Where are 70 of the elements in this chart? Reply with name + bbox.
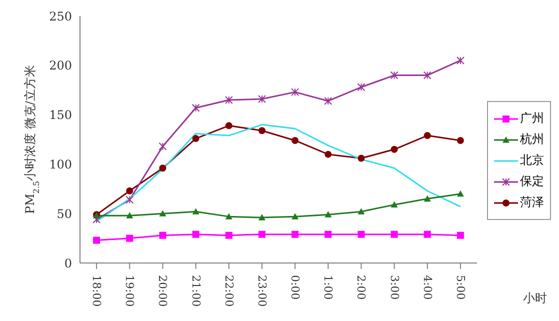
point — [456, 136, 464, 144]
point — [225, 213, 232, 220]
point — [126, 234, 134, 242]
point — [126, 196, 134, 204]
point — [357, 83, 366, 92]
x-tick-label: 1:00 — [322, 275, 335, 300]
point — [292, 136, 299, 144]
x-tick-label: 3:00 — [388, 275, 401, 300]
y-tick-label: 150 — [49, 108, 72, 122]
legend-label: 杭州 — [520, 131, 544, 148]
point — [324, 211, 332, 218]
point — [390, 201, 398, 208]
point — [258, 127, 266, 134]
legend-label: 保定 — [520, 173, 544, 190]
point — [225, 122, 232, 130]
x-tick-label: 0:00 — [288, 275, 302, 300]
point — [324, 96, 332, 105]
point — [292, 230, 299, 238]
y-tick-label: 250 — [49, 9, 72, 24]
point — [424, 230, 431, 238]
x-tick-label: 5:00 — [454, 275, 467, 300]
point — [324, 230, 332, 238]
point — [225, 232, 232, 239]
point — [291, 88, 300, 96]
x-axis-title: 小时 — [523, 290, 547, 307]
point — [158, 142, 167, 150]
x-tick-label: 21:00 — [189, 275, 202, 307]
y-tick-label: 100 — [49, 157, 72, 172]
y-tick-label: 0 — [64, 256, 72, 270]
point — [390, 230, 398, 238]
point — [358, 208, 365, 214]
point — [390, 146, 398, 153]
y-tick-label: 200 — [49, 58, 72, 73]
point — [424, 195, 431, 202]
point — [358, 154, 365, 162]
x-tick-label: 4:00 — [420, 275, 434, 300]
x-tick-label: 18:00 — [90, 275, 104, 307]
point — [192, 230, 200, 238]
point — [456, 56, 464, 64]
point — [292, 213, 299, 220]
point — [192, 135, 200, 142]
point — [456, 232, 464, 239]
point — [159, 232, 166, 239]
point — [258, 230, 266, 238]
x-tick-label: 2:00 — [354, 275, 368, 300]
point — [192, 104, 200, 112]
legend-label: 北京 — [520, 152, 544, 169]
point — [159, 210, 166, 216]
point — [456, 190, 464, 197]
point — [126, 187, 134, 194]
x-tick-label: 23:00 — [255, 275, 268, 307]
point — [390, 71, 398, 80]
point — [423, 71, 432, 80]
point — [424, 132, 431, 140]
y-tick-label: 50 — [56, 206, 72, 221]
point — [258, 94, 266, 103]
point — [92, 216, 101, 224]
point — [192, 208, 200, 214]
point — [126, 212, 134, 218]
point — [324, 150, 332, 158]
x-tick-label: 19:00 — [123, 275, 136, 307]
point — [224, 96, 233, 104]
point — [159, 164, 166, 172]
point — [358, 230, 365, 238]
legend-label: 广州 — [520, 110, 544, 127]
point — [258, 214, 266, 220]
point — [93, 236, 100, 244]
x-tick-label: 22:00 — [222, 275, 236, 307]
legend-label: 菏泽 — [520, 194, 544, 211]
x-tick-label: 20:00 — [156, 275, 170, 307]
